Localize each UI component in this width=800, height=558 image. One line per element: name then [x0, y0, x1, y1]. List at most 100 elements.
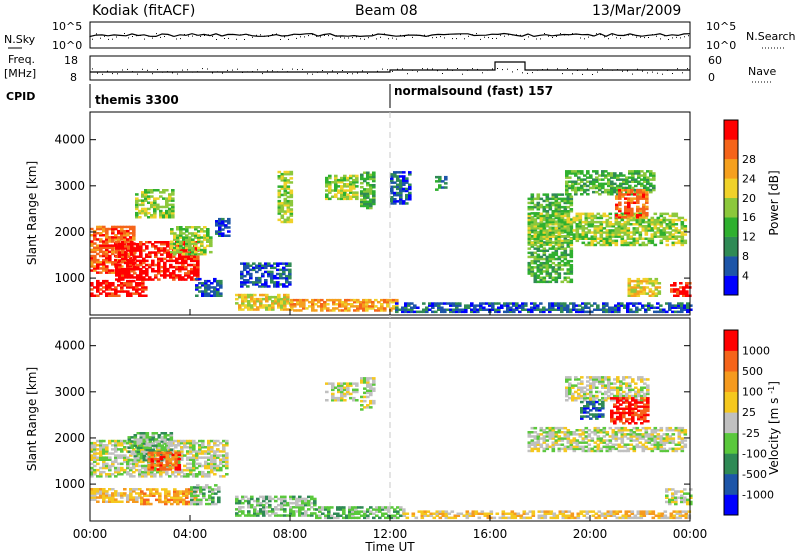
nave-tick-top: 60: [708, 54, 722, 67]
heatmap-cell: [580, 170, 584, 173]
nsearch-dot: [324, 35, 325, 36]
nsearch-dot: [548, 36, 549, 37]
heatmap-cell: [290, 200, 294, 203]
nave-dot: [212, 73, 213, 74]
heatmap-cell: [135, 193, 139, 196]
heatmap-cell: [618, 202, 622, 205]
nsearch-dot: [604, 36, 605, 37]
nave-dot: [517, 69, 518, 70]
nsearch-dot: [684, 36, 685, 37]
heatmap-cell: [539, 302, 543, 305]
heatmap-cell: [675, 223, 679, 226]
nsky-tick-top: 10^5: [52, 20, 82, 33]
heatmap-cell: [146, 432, 150, 435]
nave-dot: [387, 69, 388, 70]
nsearch-dot: [520, 35, 521, 36]
nsearch-dot: [196, 35, 197, 36]
nsearch-dot: [180, 38, 181, 39]
nave-dot: [522, 72, 523, 73]
heatmap-cell: [654, 244, 658, 247]
heatmap-cell: [206, 228, 210, 231]
nave-dot: [437, 70, 438, 71]
nsearch-dot: [92, 39, 93, 40]
cpid-segment-1: themis 3300: [95, 93, 179, 107]
nsearch-dot: [396, 39, 397, 40]
nsearch-dot: [472, 34, 473, 35]
nave-dot: [307, 73, 308, 74]
nave-dot: [427, 68, 428, 69]
heatmap-cell: [170, 432, 174, 435]
heatmap-cell: [328, 175, 332, 178]
nave-dot: [677, 68, 678, 69]
nave-dot: [497, 68, 498, 69]
nsearch-dot: [636, 37, 637, 38]
nsearch-dot: [428, 36, 429, 37]
heatmap-cell: [675, 213, 679, 216]
heatmap-cell: [171, 204, 175, 207]
nave-dot: [472, 68, 473, 69]
nave-dot: [337, 73, 338, 74]
heatmap-cell: [290, 171, 294, 174]
heatmap-cell: [395, 302, 399, 305]
heatmap-cell: [355, 185, 359, 188]
nave-dot: [567, 68, 568, 69]
heatmap-cell: [561, 235, 565, 238]
nsearch-dot: [372, 34, 373, 35]
heatmap-cell: [313, 512, 317, 515]
nave-dot: [382, 69, 383, 70]
nave-dot: [662, 74, 663, 75]
heatmap-cell: [685, 290, 689, 293]
heatmap-cell: [684, 240, 688, 243]
nave-dot: [172, 72, 173, 73]
heatmap-cell: [684, 219, 688, 222]
nsearch-dot: [312, 34, 313, 35]
y-tick-label: 2000: [54, 225, 85, 239]
nsearch-dot: [100, 38, 101, 39]
nave-dot: [632, 74, 633, 75]
heatmap-cell: [288, 269, 292, 272]
nsearch-dot: [208, 34, 209, 35]
nsearch-dot: [440, 36, 441, 37]
heatmap-cell: [120, 501, 124, 504]
heatmap-cell: [96, 501, 100, 504]
nave-dot: [407, 73, 408, 74]
nsearch-dot: [592, 35, 593, 36]
nave-dot: [502, 69, 503, 70]
heatmap-cell: [227, 235, 231, 238]
heatmap-cell: [570, 247, 574, 250]
nave-dot: [482, 72, 483, 73]
nsearch-dot: [108, 39, 109, 40]
heatmap-cell: [595, 170, 599, 173]
nsearch-dot: [392, 38, 393, 39]
nsearch-dot: [112, 39, 113, 40]
nave-dot: [657, 73, 658, 74]
nave-dot: [357, 73, 358, 74]
nsearch-dot: [212, 36, 213, 37]
nave-dot: [227, 70, 228, 71]
nave-dot: [332, 70, 333, 71]
nsearch-dot: [668, 39, 669, 40]
nsearch-dot: [132, 36, 133, 37]
nsearch-dot: [556, 36, 557, 37]
nsearch-dot: [248, 35, 249, 36]
nave-dot: [202, 68, 203, 69]
heatmap-cell: [422, 302, 426, 305]
nave-dot: [242, 72, 243, 73]
heatmap-cell: [158, 492, 162, 495]
nsearch-dot: [336, 35, 337, 36]
nsearch-dot: [460, 34, 461, 35]
heatmap-cell: [402, 171, 406, 174]
nsearch-dot: [124, 33, 125, 34]
nsearch-dot: [344, 38, 345, 39]
nsearch-dot: [360, 38, 361, 39]
heatmap-cell: [615, 240, 619, 243]
nsearch-dot: [264, 36, 265, 37]
heatmap-cell: [225, 473, 229, 476]
heatmap-cell: [198, 278, 202, 281]
nsearch-dot: [204, 35, 205, 36]
nsearch-dot: [576, 34, 577, 35]
y-tick-label: 4000: [54, 133, 85, 147]
nsearch-dot: [444, 37, 445, 38]
heatmap-cell: [684, 225, 688, 228]
nave-dot: [397, 69, 398, 70]
